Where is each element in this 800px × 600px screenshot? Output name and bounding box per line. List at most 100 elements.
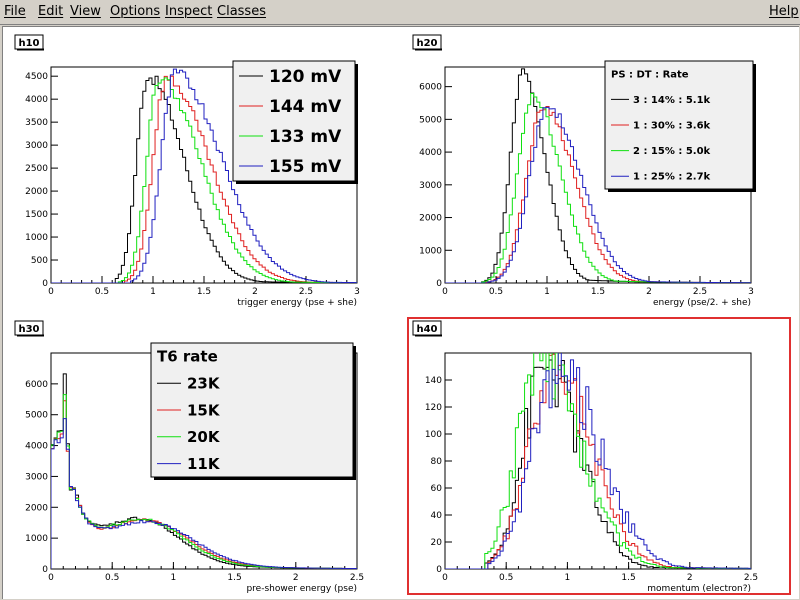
x-tick-label: 1 [150,287,156,297]
legend-frame [604,60,754,190]
legend-box: T6 rate 23K 15K 20K 11K [150,342,356,480]
y-tick-label: 0 [436,279,442,289]
y-tick-label: 4000 [25,95,48,105]
x-axis-label: pre-shower energy (pse) [246,584,357,594]
y-tick-label: 80 [431,457,443,467]
x-tick-label: 3 [748,287,754,297]
x-tick-label: 1.5 [591,287,605,297]
y-tick-label: 3500 [25,118,48,128]
y-tick-label: 140 [425,376,442,386]
y-tick-label: 2000 [25,503,48,513]
legend-label: 1 : 30% : 3.6k [633,121,711,132]
legend-label: 11K [187,455,221,473]
legend-label: 155 mV [269,157,342,177]
x-tick-label: 3 [354,287,360,297]
x-tick-label: 0 [442,287,448,297]
legend-frame [150,342,354,478]
hist-title: h10 [18,38,39,49]
y-tick-label: 2500 [25,164,48,174]
series-line-blue [51,418,357,569]
y-tick-label: 1000 [25,534,48,544]
hist-title: h30 [18,324,39,335]
hist-title: h20 [416,38,437,49]
histogram-h30: h30 0 0.5 1 1.5 2 2.5 0 1000 2000 3000 4000 5000 6000… [14,320,364,594]
y-tick-label: 6000 [419,83,442,93]
pad-h10[interactable]: h10 0 0.5 1 1.5 2 2.5 3 0 500 1000 1500 2000 2500 3000… [9,31,399,311]
y-tick-label: 3000 [25,141,48,151]
x-tick-label: 1.5 [227,573,241,583]
pad-h30[interactable]: h30 0 0.5 1 1.5 2 2.5 0 1000 2000 3000 4000 5000 6000… [9,317,399,595]
pad-h40-selected[interactable]: h40 0 0.5 1 1.5 2 2.5 0 20 40 60 80 100 120 140 momentu… [407,317,791,595]
root-canvas[interactable]: h10 0 0.5 1 1.5 2 2.5 3 0 500 1000 1500 2000 2500 3000… [2,26,799,599]
menu-classes[interactable]: Classes [217,4,266,19]
legend-label: 133 mV [269,127,342,147]
x-tick-label: 2.5 [693,287,707,297]
y-tick-label: 4500 [25,72,48,82]
y-tick-label: 60 [431,484,443,494]
x-tick-label: 2 [687,573,693,583]
y-tick-label: 2000 [25,187,48,197]
x-tick-label: 2.5 [350,573,364,583]
y-tick-label: 1500 [25,210,48,220]
legend-frame [232,60,356,182]
hist-title-box: h10 [14,34,44,51]
legend-label: 120 mV [269,67,342,87]
x-tick-label: 1 [544,287,550,297]
menu-help[interactable]: Help [769,4,799,19]
legend-label: 1 : 25% : 2.7k [633,172,711,183]
y-tick-label: 500 [31,256,48,266]
y-tick-label: 3000 [25,472,48,482]
series-line-blue [445,353,751,569]
y-tick-label: 3000 [419,181,442,191]
menu-view[interactable]: View [70,4,101,19]
x-tick-label: 2.5 [744,573,758,583]
y-tick-label: 2000 [419,214,442,224]
legend-label: 3 : 14% : 5.1k [633,95,711,106]
x-tick-label: 1 [565,573,571,583]
x-tick-label: 0 [48,287,54,297]
y-tick-label: 4000 [25,442,48,452]
x-axis-label: momentum (electron?) [647,584,751,594]
menu-options[interactable]: Options [110,4,161,19]
pad-h20[interactable]: h20 0 0.5 1 1.5 2 2.5 3 0 1000 2000 3000 4000 5000 600… [407,31,791,311]
x-tick-label: 2 [252,287,258,297]
y-tick-label: 5000 [419,115,442,125]
x-tick-label: 0.5 [489,287,503,297]
hist-title-box: h20 [412,34,442,51]
x-tick-label: 1.5 [197,287,211,297]
y-tick-label: 0 [436,565,442,575]
legend-title: T6 rate [157,348,218,366]
hist-title-box: h30 [14,320,44,337]
series-line-blue [51,68,357,283]
legend-label: 15K [187,401,221,419]
menu-edit[interactable]: Edit [38,4,64,19]
legend-label: 2 : 15% : 5.0k [633,146,711,157]
menu-file[interactable]: File [4,4,26,19]
x-tick-label: 0.5 [95,287,109,297]
y-tick-label: 6000 [25,380,48,390]
legend-label: 23K [187,374,221,392]
legend-title: PS : DT : Rate [611,69,689,80]
hist-title-box: h40 [412,320,442,337]
y-tick-label: 0 [42,279,48,289]
menu-inspect[interactable]: Inspect [165,4,213,19]
x-tick-label: 0.5 [499,573,513,583]
hist-title: h40 [416,324,437,335]
y-tick-label: 1000 [25,233,48,243]
legend-label: 144 mV [269,97,342,117]
x-tick-label: 0 [442,573,448,583]
series-line-green [51,77,357,283]
x-tick-label: 2.5 [299,287,313,297]
y-tick-label: 0 [42,565,48,575]
y-tick-label: 100 [425,430,442,440]
histogram-h40: h40 0 0.5 1 1.5 2 2.5 0 20 40 60 80 100 120 140 momentu… [412,320,758,594]
x-tick-label: 0 [48,573,54,583]
x-tick-label: 0.5 [105,573,119,583]
series-line-blue [445,106,751,283]
y-tick-label: 4000 [419,148,442,158]
legend-box: PS : DT : Rate 3 : 14% : 5.1k 1 : 30% : 3.… [604,60,756,192]
y-tick-label: 1000 [419,246,442,256]
y-tick-label: 5000 [25,411,48,421]
x-axis-label: energy (pse/2. + she) [653,298,751,308]
x-tick-label: 2 [293,573,299,583]
